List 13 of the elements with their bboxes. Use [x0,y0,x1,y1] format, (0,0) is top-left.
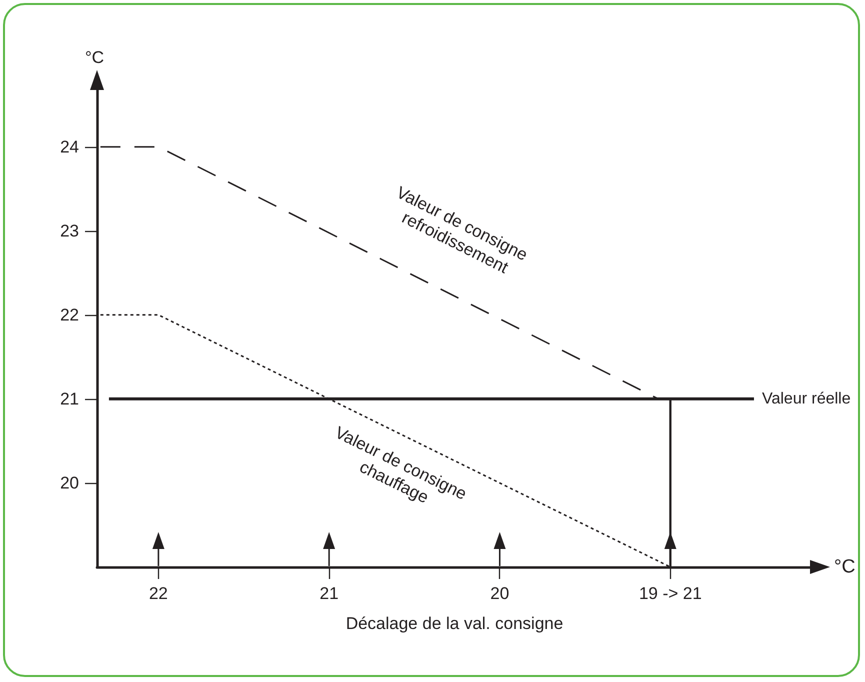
y-axis-title: °C [85,48,104,67]
x-tick-label: 19 -> 21 [638,584,702,603]
x-tick-label: 20 [490,584,510,603]
y-tick-label: 22 [60,305,79,324]
y-tick-label: 21 [60,389,79,408]
text: °C [834,556,856,578]
x-axis-title: Décalage de la val. consigne [346,614,564,633]
x-tick-label: 22 [148,584,168,603]
x-tick-label: 21 [320,584,339,603]
y-tick-label: 24 [60,137,79,156]
y-tick-label: 23 [60,221,79,240]
series-label: Valeur réelle [762,390,851,408]
y-tick-label: 20 [60,473,79,492]
